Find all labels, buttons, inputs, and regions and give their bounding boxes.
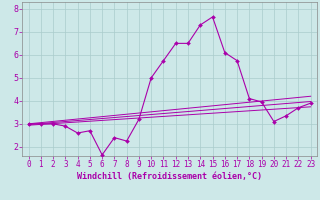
X-axis label: Windchill (Refroidissement éolien,°C): Windchill (Refroidissement éolien,°C): [77, 172, 262, 181]
